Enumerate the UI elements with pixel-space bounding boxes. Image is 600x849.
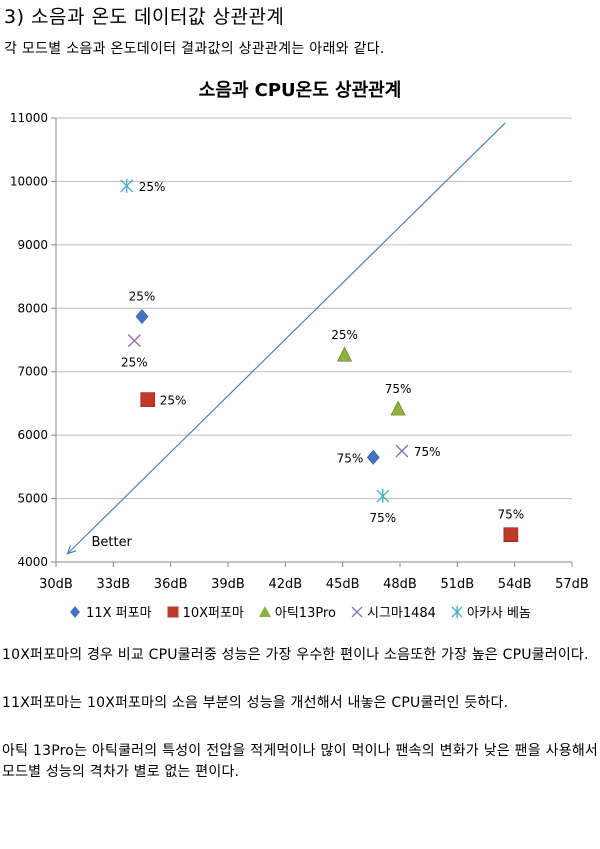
data-label: 25%	[139, 180, 166, 194]
data-label: 75%	[498, 508, 525, 522]
data-point	[120, 178, 134, 193]
y-tick-label: 9000	[17, 238, 48, 252]
data-point	[337, 346, 353, 362]
y-tick-label: 4000	[17, 555, 48, 569]
data-point	[376, 489, 390, 504]
legend-item: 11X 퍼포마	[69, 602, 152, 621]
legend-marker-icon	[258, 605, 271, 617]
data-label: 75%	[385, 382, 412, 396]
legend-item: 시그마1484	[350, 602, 436, 621]
data-point	[366, 449, 380, 465]
better-label: Better	[91, 535, 132, 550]
x-tick-label: 48dB	[383, 577, 417, 592]
data-label: 75%	[337, 451, 364, 465]
y-tick-label: 10000	[10, 174, 48, 188]
intro-text: 각 모드별 소음과 온도데이터 결과값의 상관관계는 아래와 같다.	[4, 41, 385, 57]
chart-title: 소음과 CPU온도 상관관계	[198, 80, 402, 101]
x-tick-label: 54dB	[498, 577, 532, 592]
data-point	[127, 334, 141, 348]
data-point	[135, 309, 149, 324]
data-point	[390, 400, 406, 416]
legend-marker-icon	[451, 605, 463, 618]
legend-marker-icon	[167, 606, 179, 617]
better-arrow-head	[66, 545, 77, 555]
data-label: 75%	[369, 511, 396, 525]
data-label: 75%	[414, 445, 441, 459]
legend-item: 10X퍼포마	[166, 602, 244, 621]
x-tick-label: 51dB	[440, 577, 474, 592]
data-point	[395, 444, 409, 458]
x-tick-label: 57dB	[555, 577, 589, 592]
paragraph-3: 아틱 13Pro는 아틱쿨러의 특성이 전압을 적게먹이나 많이 먹이나 팬속의…	[2, 743, 598, 780]
legend-label: 아카사 베놈	[466, 606, 531, 621]
data-point	[140, 392, 156, 407]
y-tick-label: 6000	[17, 428, 48, 442]
legend-label: 11X 퍼포마	[86, 606, 152, 621]
data-label: 25%	[160, 394, 187, 408]
x-tick-label: 39dB	[211, 577, 245, 592]
x-tick-label: 33dB	[96, 577, 130, 592]
legend-label: 10X퍼포마	[182, 606, 244, 621]
x-tick-label: 30dB	[39, 577, 73, 592]
legend-item: 아틱13Pro	[258, 602, 336, 621]
better-arrow-line	[67, 122, 506, 555]
data-label: 25%	[121, 356, 148, 370]
legend-item: 아카사 베놈	[450, 602, 531, 621]
data-label: 25%	[331, 328, 358, 342]
section-heading: 3) 소음과 온도 데이터값 상관관계	[4, 6, 285, 28]
legend-label: 시그마1484	[366, 606, 436, 621]
legend-marker-icon	[70, 605, 81, 618]
legend-label: 아틱13Pro	[274, 606, 336, 621]
y-tick-label: 7000	[17, 365, 48, 379]
y-tick-label: 5000	[17, 492, 48, 506]
legend-marker-icon	[351, 606, 363, 617]
x-tick-label: 36dB	[154, 577, 188, 592]
y-tick-label: 11000	[10, 111, 48, 125]
x-tick-label: 45dB	[326, 577, 360, 592]
y-tick-label: 8000	[17, 301, 48, 315]
data-label: 25%	[129, 290, 156, 304]
scatter-chart: 4000 5000 6000 7000 8000 9000 10000 11000 30dB 33…	[10, 111, 589, 592]
x-tick-label: 42dB	[268, 577, 302, 592]
paragraph-2: 11X퍼포마는 10X퍼포마의 소음 부분의 성능을 개선해서 내놓은 CPU쿨…	[2, 695, 509, 711]
paragraph-1: 10X퍼포마의 경우 비교 CPU쿨러중 성능은 가장 우수한 편이나 소음또한…	[2, 647, 589, 663]
chart-legend: 11X 퍼포마 10X퍼포마 아틱13Pro 시그마1484 아카사 베놈	[0, 602, 600, 621]
data-point	[503, 527, 519, 543]
